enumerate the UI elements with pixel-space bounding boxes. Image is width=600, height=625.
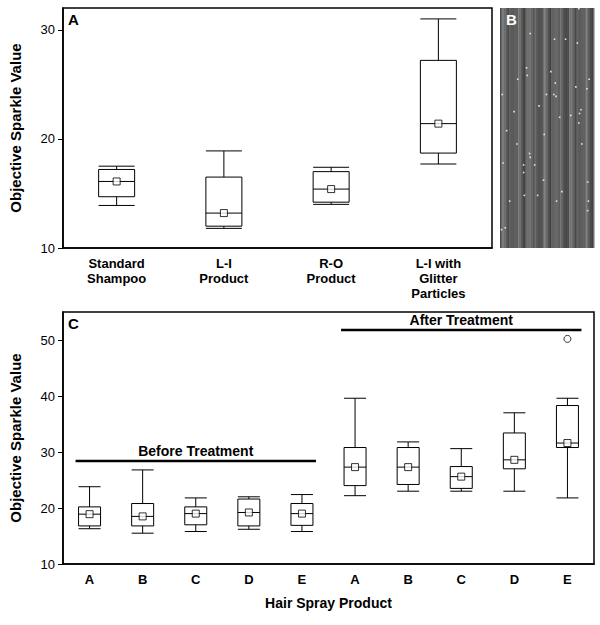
svg-text:L-I: L-I [216,256,232,271]
svg-text:Particles: Particles [411,286,465,301]
svg-text:L-I with: L-I with [416,256,462,271]
svg-text:Product: Product [307,271,357,286]
svg-text:Objective Sparkle Value: Objective Sparkle Value [7,43,24,212]
svg-text:D: D [244,572,253,587]
svg-text:C: C [191,572,201,587]
svg-text:B: B [506,11,517,28]
svg-text:Shampoo: Shampoo [87,271,146,286]
svg-text:Product: Product [199,271,249,286]
svg-text:C: C [457,572,467,587]
svg-text:Glitter: Glitter [419,271,457,286]
svg-text:20: 20 [41,131,55,146]
svg-text:10: 10 [41,557,55,572]
svg-text:Standard: Standard [88,256,144,271]
svg-text:30: 30 [41,22,55,37]
svg-text:B: B [403,572,412,587]
svg-text:R-O: R-O [319,256,343,271]
svg-text:50: 50 [41,333,55,348]
svg-text:After Treatment: After Treatment [410,312,514,328]
svg-text:A: A [350,572,360,587]
svg-text:Hair Spray Product: Hair Spray Product [265,595,392,611]
svg-text:E: E [298,572,307,587]
svg-text:D: D [510,572,519,587]
svg-text:C: C [68,315,79,332]
svg-text:20: 20 [41,501,55,516]
svg-text:40: 40 [41,389,55,404]
svg-text:B: B [138,572,147,587]
svg-text:Objective Sparkle Value: Objective Sparkle Value [7,353,24,522]
svg-text:Before Treatment: Before Treatment [138,443,253,459]
svg-text:10: 10 [41,241,55,256]
svg-text:A: A [85,572,95,587]
svg-text:30: 30 [41,445,55,460]
svg-text:A: A [68,11,79,28]
svg-text:E: E [563,572,572,587]
